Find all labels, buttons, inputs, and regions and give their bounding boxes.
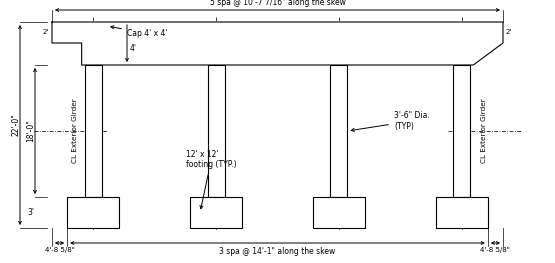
Polygon shape	[52, 22, 503, 65]
Bar	[453, 65, 470, 197]
Bar	[313, 197, 365, 228]
Bar	[330, 65, 347, 197]
Text: CL Exterior Girder: CL Exterior Girder	[72, 99, 78, 163]
Bar	[436, 197, 488, 228]
Text: CL Exterior Girder: CL Exterior Girder	[481, 99, 487, 163]
Text: 18'-0": 18'-0"	[27, 120, 36, 142]
Text: 4'-8 5/8": 4'-8 5/8"	[44, 247, 74, 253]
Bar	[208, 65, 225, 197]
Text: 3 spa @ 14'-1" along the skew: 3 spa @ 14'-1" along the skew	[219, 247, 336, 256]
Text: 3': 3'	[28, 208, 34, 217]
Bar	[85, 65, 102, 197]
Text: 22'-0": 22'-0"	[12, 114, 21, 136]
Text: 12' x 12'
footing (TYP.): 12' x 12' footing (TYP.)	[186, 150, 236, 209]
Text: 2': 2'	[43, 29, 49, 36]
Bar	[190, 197, 242, 228]
Text: 2': 2'	[506, 29, 512, 36]
Text: 5 spa @ 10'-7 7/16" along the skew: 5 spa @ 10'-7 7/16" along the skew	[210, 0, 345, 7]
Text: 3'-6" Dia.
(TYP): 3'-6" Dia. (TYP)	[351, 111, 430, 132]
Text: Cap 4' x 4': Cap 4' x 4'	[111, 26, 168, 38]
Bar	[67, 197, 119, 228]
Text: 4': 4'	[130, 44, 137, 53]
Text: 4'-8 5/8": 4'-8 5/8"	[481, 247, 511, 253]
